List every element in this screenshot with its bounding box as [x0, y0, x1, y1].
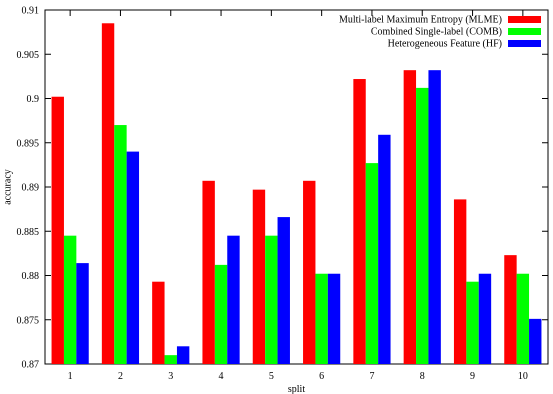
bar-comb-2	[114, 125, 127, 364]
y-tick-label: 0.9	[27, 94, 40, 105]
legend-swatch	[508, 16, 541, 23]
bar-hf-10	[529, 318, 542, 364]
y-tick-label: 0.875	[17, 315, 40, 326]
bar-comb-9	[466, 281, 479, 364]
bar-hf-2	[126, 151, 140, 364]
bar-hf-1	[76, 263, 89, 364]
x-tick-label: 2	[118, 371, 123, 382]
y-axis-label: accuracy	[2, 169, 13, 205]
bar-hf-8	[428, 70, 441, 365]
bar-comb-4	[214, 264, 228, 364]
bar-mlme-2	[101, 23, 115, 365]
legend-label: Combined Single-label (COMB)	[371, 27, 502, 38]
y-tick-label: 0.88	[22, 271, 40, 282]
legend-label: Multi-label Maximum Entropy (MLME)	[339, 15, 502, 26]
x-tick-label: 4	[219, 371, 224, 382]
bar-hf-6	[327, 273, 341, 364]
bar-comb-7	[365, 163, 379, 364]
bar-hf-4	[227, 235, 240, 364]
y-tick-label: 0.89	[22, 183, 40, 194]
legend-label: Heterogeneous Feature (HF)	[388, 39, 502, 50]
x-axis-label: split	[288, 384, 305, 394]
x-tick-label: 10	[518, 371, 528, 382]
x-tick-label: 5	[269, 371, 274, 382]
x-tick-label: 7	[369, 371, 374, 382]
bar-mlme-5	[252, 189, 266, 364]
y-tick-label: 0.87	[22, 360, 40, 371]
bar-mlme-1	[51, 96, 64, 364]
bar-mlme-3	[152, 281, 165, 364]
bar-mlme-6	[303, 180, 316, 364]
legend-swatch	[508, 40, 541, 47]
x-tick-label: 9	[470, 371, 475, 382]
x-tick-label: 1	[68, 371, 73, 382]
y-tick-label: 0.885	[17, 227, 40, 238]
bar-hf-5	[277, 217, 290, 364]
y-axis-ticks: 0.87 0.875 0.88 0.885 0.89 0.895 0.9 0.905 0.91	[17, 6, 548, 371]
bar-mlme-7	[353, 79, 366, 364]
bar-comb-5	[265, 235, 278, 364]
y-tick-label: 0.905	[17, 50, 40, 61]
bar-comb-6	[315, 273, 328, 364]
bar-mlme-10	[504, 255, 517, 364]
bar-series	[51, 23, 542, 365]
bar-mlme-4	[202, 180, 215, 364]
x-tick-label: 8	[420, 371, 425, 382]
x-tick-label: 3	[168, 371, 173, 382]
y-tick-label: 0.91	[22, 6, 40, 17]
legend-swatch	[508, 28, 541, 35]
bar-comb-10	[516, 273, 530, 364]
bar-hf-7	[378, 134, 391, 364]
bar-mlme-8	[403, 70, 417, 365]
x-tick-label: 6	[319, 371, 324, 382]
y-tick-label: 0.895	[17, 138, 40, 149]
bar-comb-3	[164, 355, 177, 364]
bar-mlme-9	[453, 199, 467, 364]
legend: Multi-label Maximum Entropy (MLME)Combin…	[339, 15, 541, 50]
bar-hf-3	[176, 346, 190, 364]
bar-comb-8	[416, 87, 429, 364]
bar-comb-1	[63, 235, 77, 364]
bar-hf-9	[478, 273, 492, 364]
